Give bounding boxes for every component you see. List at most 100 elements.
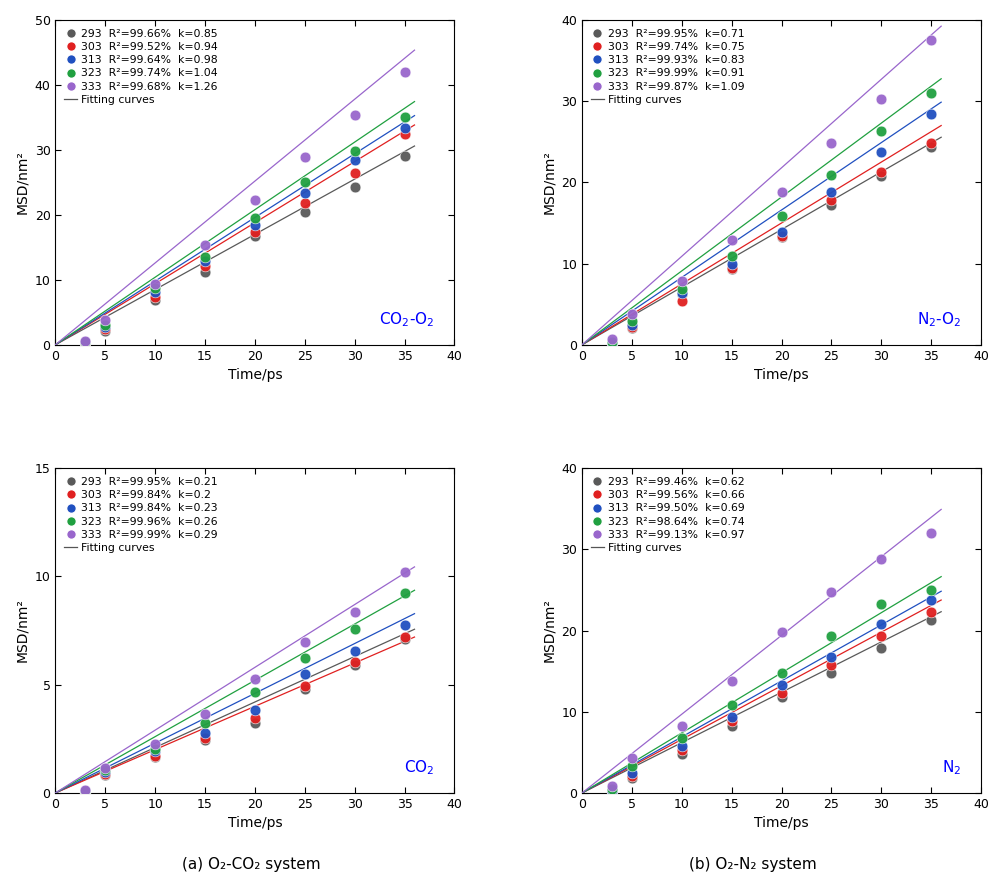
Point: [247, 225, 263, 239]
Text: N$_2$: N$_2$: [941, 758, 960, 777]
Y-axis label: MSD/nm²: MSD/nm²: [542, 598, 556, 662]
Point: [247, 685, 263, 699]
Point: [623, 314, 639, 328]
Y-axis label: MSD/nm²: MSD/nm²: [542, 151, 556, 215]
Point: [772, 208, 788, 223]
Point: [723, 262, 739, 276]
Text: (b) O₂-N₂ system: (b) O₂-N₂ system: [688, 857, 816, 872]
Y-axis label: MSD/nm²: MSD/nm²: [15, 598, 29, 662]
Point: [396, 122, 412, 136]
Point: [396, 618, 412, 632]
Point: [822, 185, 839, 199]
Point: [297, 651, 313, 665]
Point: [247, 211, 263, 225]
Legend: 293  R²=99.46%  k=0.62, 303  R²=99.56%  k=0.66, 313  R²=99.50%  k=0.69, 323  R²=: 293 R²=99.46% k=0.62, 303 R²=99.56% k=0.…: [587, 474, 747, 556]
Point: [97, 318, 113, 332]
Point: [604, 784, 620, 798]
Point: [396, 149, 412, 163]
Point: [396, 630, 412, 644]
Point: [623, 321, 639, 335]
Point: [147, 749, 163, 763]
Point: [873, 165, 889, 179]
Point: [297, 196, 313, 210]
Point: [396, 632, 412, 646]
Point: [922, 613, 938, 627]
Point: [822, 666, 839, 680]
Point: [147, 738, 163, 752]
Point: [97, 767, 113, 781]
Point: [247, 716, 263, 730]
Point: [772, 185, 788, 199]
Point: [772, 625, 788, 639]
Point: [723, 698, 739, 712]
Point: [97, 767, 113, 781]
Point: [623, 759, 639, 774]
Legend: 293  R²=99.95%  k=0.71, 303  R²=99.74%  k=0.75, 313  R²=99.93%  k=0.83, 323  R²=: 293 R²=99.95% k=0.71, 303 R²=99.74% k=0.…: [587, 25, 747, 108]
Point: [297, 186, 313, 200]
Point: [297, 667, 313, 681]
Point: [772, 229, 788, 243]
Point: [822, 168, 839, 182]
Point: [922, 604, 938, 618]
Point: [873, 145, 889, 159]
Point: [604, 785, 620, 799]
Point: [673, 294, 689, 308]
Point: [77, 336, 93, 350]
Text: N$_2$-O$_2$: N$_2$-O$_2$: [916, 310, 960, 328]
Point: [922, 86, 938, 100]
Point: [922, 136, 938, 150]
Point: [604, 335, 620, 349]
Point: [396, 565, 412, 579]
Point: [147, 741, 163, 755]
Point: [772, 666, 788, 680]
Point: [77, 784, 93, 798]
Point: [97, 761, 113, 775]
Point: [623, 307, 639, 321]
Point: [147, 750, 163, 764]
Legend: 293  R²=99.95%  k=0.21, 303  R²=99.84%  k=0.2, 313  R²=99.84%  k=0.23, 323  R²=9: 293 R²=99.95% k=0.21, 303 R²=99.84% k=0.…: [61, 474, 221, 556]
Point: [873, 629, 889, 643]
X-axis label: Time/ps: Time/ps: [753, 816, 808, 830]
Point: [623, 766, 639, 781]
Point: [247, 229, 263, 243]
Point: [673, 743, 689, 757]
Point: [297, 175, 313, 189]
Point: [673, 738, 689, 752]
Point: [297, 205, 313, 219]
Point: [873, 617, 889, 631]
Point: [723, 258, 739, 272]
Point: [623, 318, 639, 332]
Point: [396, 127, 412, 141]
Point: [723, 233, 739, 247]
Point: [77, 785, 93, 799]
Point: [346, 658, 362, 672]
Point: [197, 733, 213, 747]
Point: [396, 586, 412, 600]
Point: [77, 336, 93, 350]
Point: [922, 33, 938, 47]
Point: [197, 716, 213, 730]
Legend: 293  R²=99.66%  k=0.85, 303  R²=99.52%  k=0.94, 313  R²=99.64%  k=0.98, 323  R²=: 293 R²=99.66% k=0.85, 303 R²=99.52% k=0.…: [61, 25, 222, 108]
Point: [604, 336, 620, 350]
Point: [822, 649, 839, 663]
X-axis label: Time/ps: Time/ps: [228, 368, 282, 382]
Point: [396, 65, 412, 79]
Point: [97, 324, 113, 338]
Point: [97, 321, 113, 335]
Point: [346, 644, 362, 658]
Point: [922, 583, 938, 597]
Point: [873, 92, 889, 106]
Point: [247, 703, 263, 717]
Point: [723, 250, 739, 264]
Point: [772, 690, 788, 704]
Point: [673, 731, 689, 745]
Point: [723, 261, 739, 275]
Point: [147, 281, 163, 295]
Point: [77, 336, 93, 350]
Point: [873, 597, 889, 611]
Point: [197, 237, 213, 251]
Point: [346, 144, 362, 158]
Point: [97, 313, 113, 327]
Point: [604, 332, 620, 346]
Point: [922, 593, 938, 607]
